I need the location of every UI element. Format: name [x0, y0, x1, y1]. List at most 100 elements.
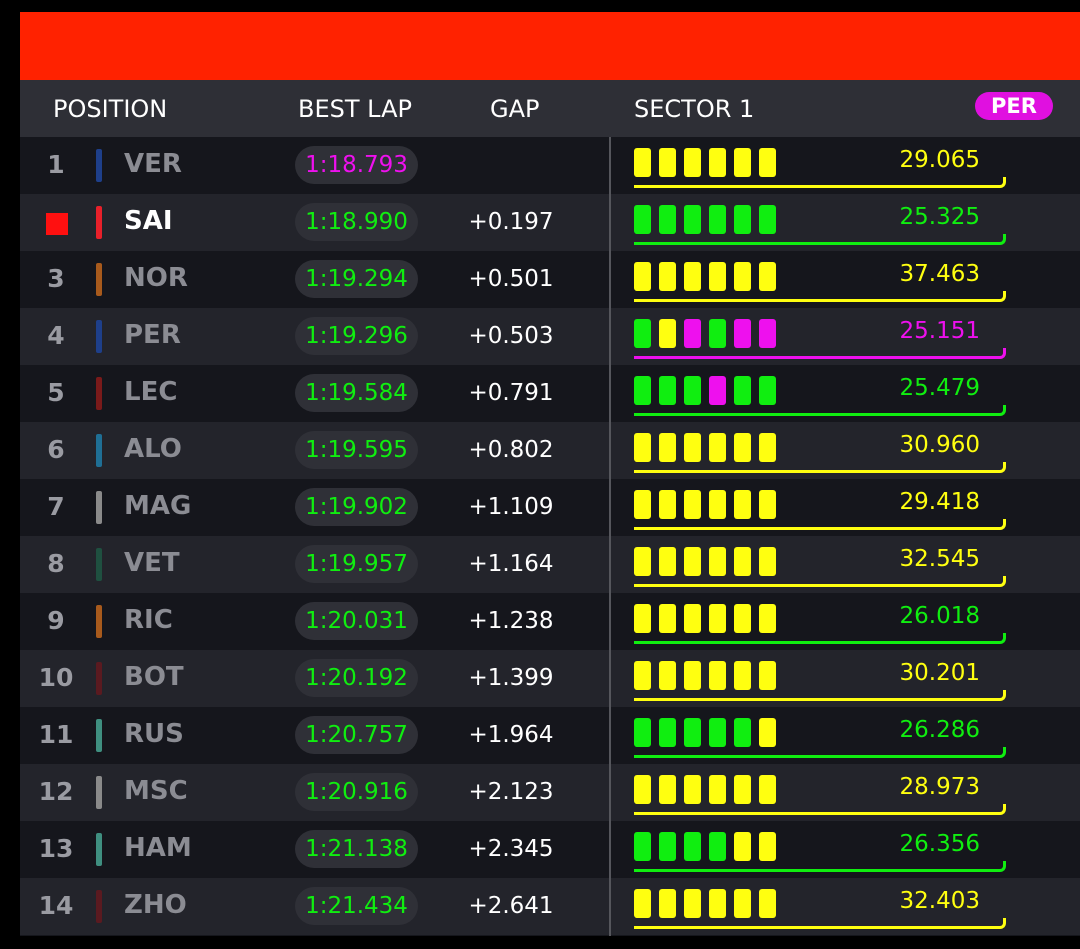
mini-sector — [634, 262, 651, 291]
team-color-bar — [96, 719, 102, 752]
mini-sector — [659, 547, 676, 576]
driver-code: LEC — [124, 377, 178, 407]
mini-sector — [759, 832, 776, 861]
team-color-bar — [96, 320, 102, 353]
mini-sectors — [634, 490, 784, 523]
driver-code: NOR — [124, 263, 188, 293]
mini-sector — [759, 262, 776, 291]
position: 11 — [38, 720, 74, 749]
driver-code: ALO — [124, 434, 182, 464]
best-lap: 1:19.902 — [295, 488, 418, 526]
table-row[interactable]: 9 RIC 1:20.031 +1.238 26.018 — [20, 593, 1080, 650]
table-row[interactable]: 14 ZHO 1:21.434 +2.641 32.403 — [20, 878, 1080, 935]
position: 3 — [47, 264, 65, 293]
position: 6 — [47, 435, 65, 464]
mini-sectors — [634, 262, 784, 295]
mini-sector — [634, 832, 651, 861]
position: 14 — [38, 891, 74, 920]
position: 8 — [47, 549, 65, 578]
sector-time: 30.960 — [899, 432, 980, 458]
mini-sectors — [634, 376, 784, 409]
table-row[interactable]: 3 NOR 1:19.294 +0.501 37.463 — [20, 251, 1080, 308]
mini-sector — [709, 433, 726, 462]
header-sector[interactable]: SECTOR 1 — [634, 95, 755, 123]
mini-sector — [734, 319, 751, 348]
table-row[interactable]: 6 ALO 1:19.595 +0.802 30.960 — [20, 422, 1080, 479]
best-lap: 1:20.916 — [295, 773, 418, 811]
mini-sector — [734, 832, 751, 861]
mini-sector — [734, 775, 751, 804]
sector-underline — [634, 348, 1006, 359]
driver-code: SAI — [124, 206, 173, 236]
mini-sector — [734, 433, 751, 462]
table-row[interactable]: 12 MSC 1:20.916 +2.123 28.973 — [20, 764, 1080, 821]
mini-sector — [734, 889, 751, 918]
sector-time: 28.973 — [899, 774, 980, 800]
team-color-bar — [96, 833, 102, 866]
mini-sector — [659, 376, 676, 405]
mini-sector — [634, 376, 651, 405]
sector-underline — [634, 747, 1006, 758]
table-row[interactable]: 7 MAG 1:19.902 +1.109 29.418 — [20, 479, 1080, 536]
team-color-bar — [96, 377, 102, 410]
mini-sector — [684, 604, 701, 633]
table-row[interactable]: 10 BOT 1:20.192 +1.399 30.201 — [20, 650, 1080, 707]
mini-sector — [659, 604, 676, 633]
position: 1 — [47, 150, 65, 179]
mini-sector — [659, 490, 676, 519]
sector-time: 37.463 — [899, 261, 980, 287]
table-row[interactable]: 1 VER 1:18.793 29.065 — [20, 137, 1080, 194]
mini-sector — [709, 205, 726, 234]
table-row[interactable]: 11 RUS 1:20.757 +1.964 26.286 — [20, 707, 1080, 764]
mini-sector — [684, 319, 701, 348]
position: 5 — [47, 378, 65, 407]
sector-time: 25.151 — [899, 318, 980, 344]
sector-time: 29.065 — [899, 147, 980, 173]
gap: +1.964 — [468, 722, 554, 748]
mini-sector — [709, 775, 726, 804]
driver-code: HAM — [124, 833, 192, 863]
mini-sector — [709, 490, 726, 519]
sector-underline — [634, 576, 1006, 587]
mini-sector — [634, 604, 651, 633]
sector-time: 26.018 — [899, 603, 980, 629]
table-row[interactable]: 13 HAM 1:21.138 +2.345 26.356 — [20, 821, 1080, 878]
sector-underline — [634, 234, 1006, 245]
mini-sector — [684, 433, 701, 462]
mini-sector — [684, 547, 701, 576]
team-color-bar — [96, 149, 102, 182]
table-row[interactable]: 5 LEC 1:19.584 +0.791 25.479 — [20, 365, 1080, 422]
sector-time: 25.325 — [899, 204, 980, 230]
mini-sector — [709, 262, 726, 291]
position: 9 — [47, 606, 65, 635]
mini-sector — [759, 376, 776, 405]
sector-underline — [634, 177, 1006, 188]
mini-sector — [759, 490, 776, 519]
mini-sector — [759, 205, 776, 234]
selected-driver-badge[interactable]: PER — [975, 92, 1053, 120]
mini-sectors — [634, 889, 784, 922]
mini-sector — [659, 205, 676, 234]
mini-sector — [734, 148, 751, 177]
mini-sector — [659, 832, 676, 861]
gap: +0.791 — [468, 380, 554, 406]
mini-sector — [734, 262, 751, 291]
mini-sector — [684, 490, 701, 519]
table-row[interactable]: SAI 1:18.990 +0.197 25.325 — [20, 194, 1080, 251]
mini-sector — [734, 604, 751, 633]
best-lap: 1:21.138 — [295, 830, 418, 868]
table-row[interactable]: 8 VET 1:19.957 +1.164 32.545 — [20, 536, 1080, 593]
sector-time: 26.356 — [899, 831, 980, 857]
gap: +2.123 — [468, 779, 554, 805]
mini-sector — [634, 205, 651, 234]
driver-code: RUS — [124, 719, 184, 749]
best-lap: 1:18.793 — [295, 146, 418, 184]
timing-table: 1 VER 1:18.793 29.065 SAI 1:18.990 +0.197 25.32… — [20, 137, 1080, 935]
mini-sector — [734, 661, 751, 690]
mini-sector — [684, 148, 701, 177]
table-row[interactable]: 4 PER 1:19.296 +0.503 25.151 — [20, 308, 1080, 365]
best-lap: 1:20.192 — [295, 659, 418, 697]
mini-sector — [709, 718, 726, 747]
sector-time: 32.403 — [899, 888, 980, 914]
team-color-bar — [96, 605, 102, 638]
